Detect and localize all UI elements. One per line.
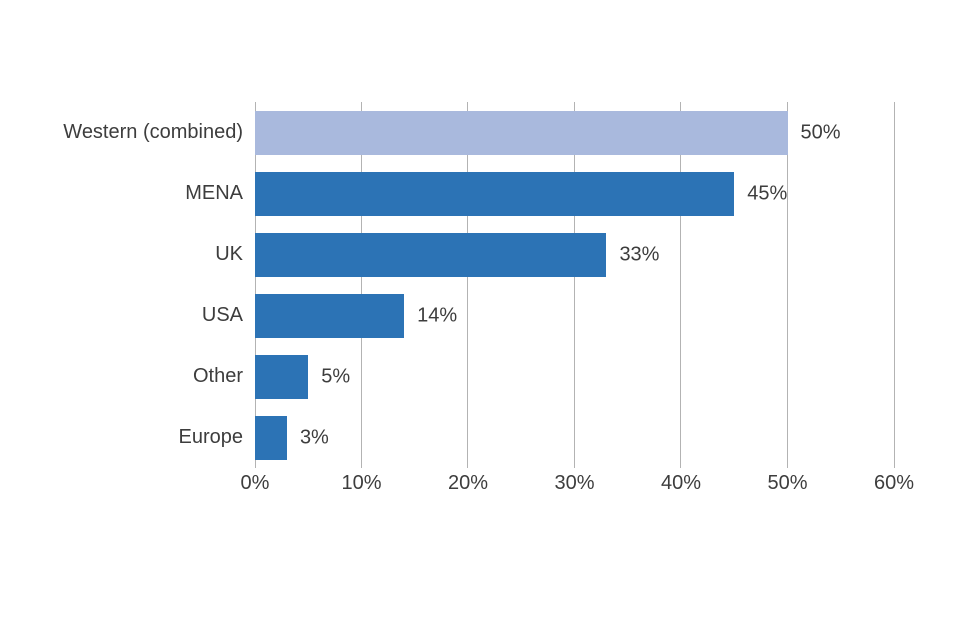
category-label: MENA [185,182,243,204]
category-label: USA [201,304,243,326]
bar: 3% [255,415,329,460]
plot-area: 50% 45% 33% 14% 5% 3% [254,102,895,468]
category-label: UK [215,243,243,265]
value-label: 45% [747,182,788,204]
x-tick-label: 30% [554,472,595,494]
x-tick-label: 0% [240,472,270,494]
gridlines [254,102,895,468]
gridline [680,102,682,468]
value-label: 5% [321,365,351,387]
bar-rows: 50% 45% 33% 14% 5% 3% [255,102,894,468]
bar: 5% [255,354,350,399]
value-label: 14% [417,304,458,326]
bar-row: 33% [255,224,894,285]
gridline [360,102,362,468]
bar-row: 45% [255,163,894,224]
value-label: 50% [800,121,841,143]
category-label: Western (combined) [63,121,243,143]
x-axis: 0% 10% 20% 30% 40% 50% 60% [241,472,914,498]
gridline [467,102,469,468]
x-tick-label: 50% [767,472,808,494]
bar: 45% [255,171,787,216]
bar-row: 14% [255,285,894,346]
gridline [787,102,788,468]
bar: 33% [255,232,659,277]
bar-row: 3% [255,407,894,468]
category-label: Other [192,365,243,387]
x-tick-label: 40% [660,472,702,494]
gridline [893,102,895,468]
category-axis: Western (combined) MENA UK USA Other Europe [0,102,243,468]
bar: 14% [255,293,457,338]
value-label: 33% [619,243,660,265]
x-tick-label: 10% [341,472,382,494]
gridline [254,102,256,468]
bar-row: 5% [255,346,894,407]
bar: 50% [255,110,841,155]
category-label: Europe [178,426,244,448]
x-tick-label: 20% [447,472,489,494]
bar-row: 50% [255,102,894,163]
value-label: 3% [299,426,329,448]
x-tick-label: 60% [873,472,915,494]
gridline [574,102,575,468]
